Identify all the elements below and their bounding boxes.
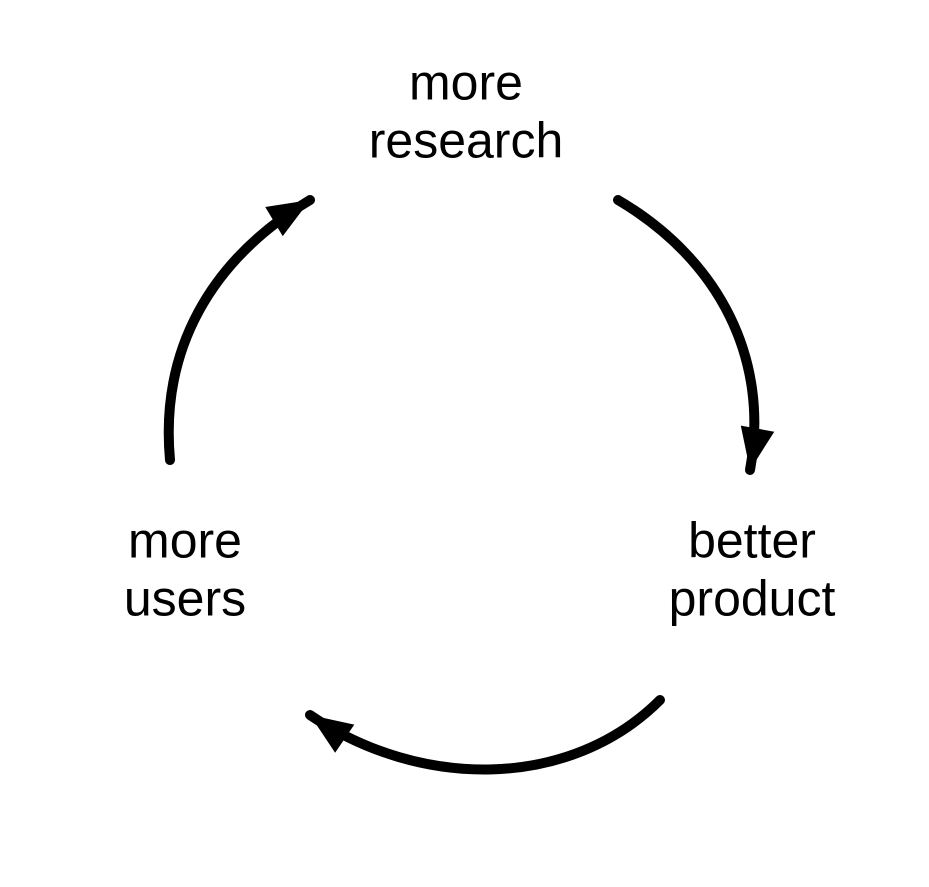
arrowhead-research-to-product <box>741 426 774 470</box>
arrowhead-product-to-users <box>310 715 354 753</box>
cycle-diagram: more research better product more users <box>0 0 929 887</box>
edge-research-to-product <box>618 200 754 470</box>
node-research: more research <box>369 55 564 170</box>
edge-users-to-research <box>169 200 310 460</box>
node-users: more users <box>124 513 246 628</box>
edge-product-to-users <box>310 700 660 770</box>
node-product: better product <box>669 513 836 628</box>
